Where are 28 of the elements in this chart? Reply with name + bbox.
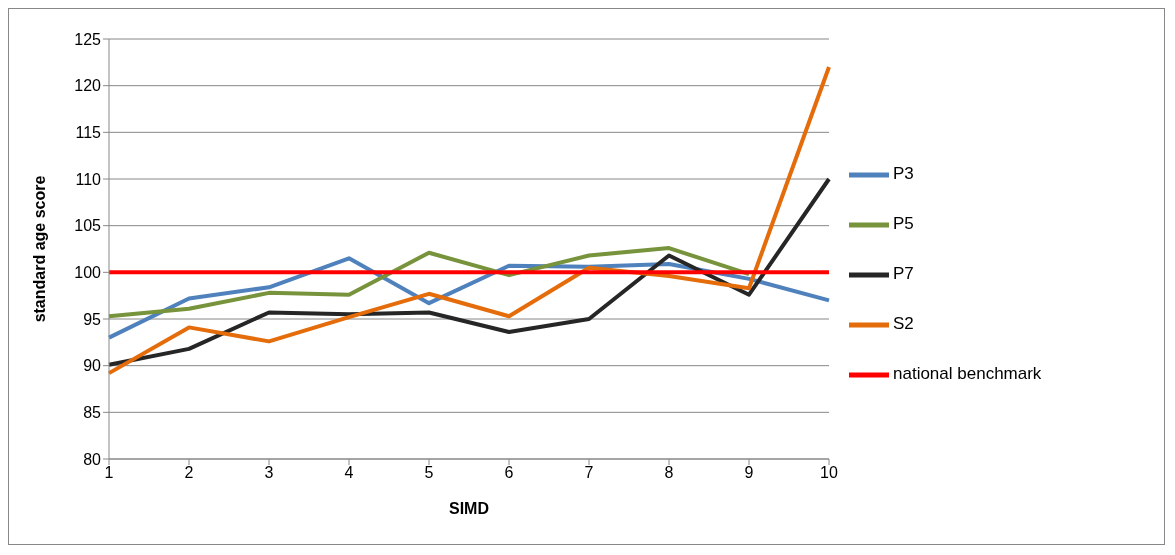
y-tick-label: 110 (75, 170, 102, 188)
y-tick-label: 80 (83, 450, 102, 468)
x-tick-label: 1 (104, 464, 114, 482)
x-tick-label: 9 (744, 464, 754, 482)
y-tick-label: 95 (83, 310, 102, 328)
y-tick-label: 115 (75, 124, 102, 142)
x-tick-label: 5 (424, 464, 434, 482)
legend-label: S2 (893, 314, 914, 333)
x-tick-label: 3 (264, 464, 274, 482)
legend-label: P7 (893, 264, 914, 283)
x-tick-label: 8 (664, 464, 674, 482)
x-axis-title: SIMD (449, 500, 489, 517)
y-axis-title: standard age score (30, 175, 48, 323)
x-tick-label: 6 (504, 464, 514, 482)
y-tick-label: 120 (74, 77, 102, 95)
y-tick-label: 105 (74, 217, 102, 235)
legend-label: P5 (893, 214, 914, 233)
y-tick-label: 90 (83, 357, 102, 375)
x-tick-label: 10 (820, 464, 838, 482)
legend-label: P3 (893, 164, 914, 183)
x-tick-label: 4 (344, 464, 354, 482)
line-series (107, 246, 751, 319)
y-tick-label: 85 (83, 404, 102, 422)
y-tick-label: 100 (74, 264, 102, 282)
x-tick-label: 2 (184, 464, 194, 482)
y-tick-label: 125 (74, 30, 102, 48)
legend-label: national benchmark (893, 364, 1042, 383)
x-tick-label: 7 (584, 464, 594, 482)
